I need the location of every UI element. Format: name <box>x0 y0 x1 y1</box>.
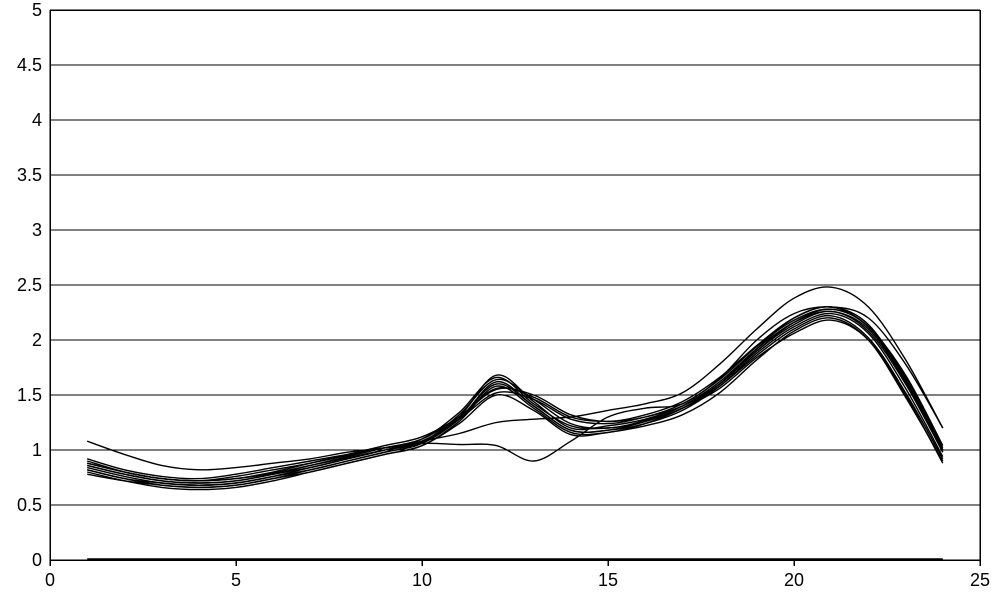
chart-svg: 0 0.5 1 1.5 2 2.5 3 3.5 4 4.5 5 0 5 10 15 20 25 <box>0 0 1000 600</box>
svg-text:0.5: 0.5 <box>17 495 42 515</box>
svg-text:20: 20 <box>784 570 804 590</box>
svg-text:3: 3 <box>32 220 42 240</box>
line-chart: 0 0.5 1 1.5 2 2.5 3 3.5 4 4.5 5 0 5 10 15 20 25 <box>0 0 1000 600</box>
svg-text:10: 10 <box>412 570 432 590</box>
svg-text:1.5: 1.5 <box>17 385 42 405</box>
svg-text:4: 4 <box>32 110 42 130</box>
svg-text:1: 1 <box>32 440 42 460</box>
svg-text:4.5: 4.5 <box>17 55 42 75</box>
svg-text:3.5: 3.5 <box>17 165 42 185</box>
svg-text:25: 25 <box>970 570 990 590</box>
svg-text:2.5: 2.5 <box>17 275 42 295</box>
svg-text:15: 15 <box>598 570 618 590</box>
svg-text:2: 2 <box>32 330 42 350</box>
svg-text:5: 5 <box>231 570 241 590</box>
svg-text:0: 0 <box>45 570 55 590</box>
svg-text:5: 5 <box>32 0 42 20</box>
svg-text:0: 0 <box>32 550 42 570</box>
